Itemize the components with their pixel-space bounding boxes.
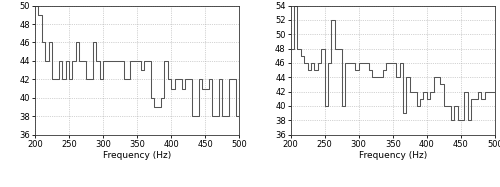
X-axis label: Frequency (Hz): Frequency (Hz) (103, 151, 172, 160)
X-axis label: Frequency (Hz): Frequency (Hz) (358, 151, 427, 160)
